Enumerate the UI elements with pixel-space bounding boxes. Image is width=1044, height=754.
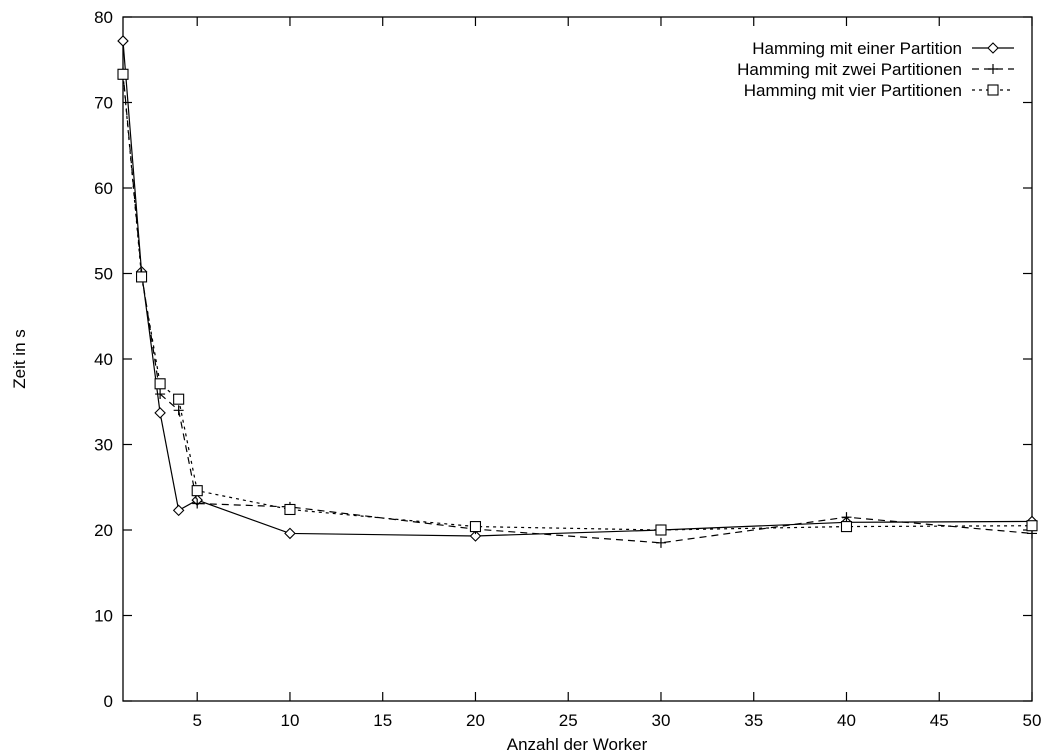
data-point-plus bbox=[173, 405, 184, 416]
data-point-plus bbox=[655, 537, 666, 548]
y-tick-label: 20 bbox=[94, 521, 113, 540]
series-2 bbox=[118, 67, 1037, 548]
legend-label: Hamming mit zwei Partitionen bbox=[737, 60, 962, 79]
data-point-square bbox=[154, 378, 166, 390]
y-tick-label: 0 bbox=[104, 692, 113, 711]
data-point-diamond bbox=[284, 527, 296, 540]
data-point-plus bbox=[988, 64, 998, 74]
data-point-diamond bbox=[117, 35, 129, 47]
legend-label: Hamming mit einer Partition bbox=[752, 39, 962, 58]
x-tick-label: 10 bbox=[280, 711, 299, 730]
data-point-diamond bbox=[154, 407, 166, 419]
y-tick-label: 10 bbox=[94, 607, 113, 626]
x-tick-label: 40 bbox=[837, 711, 856, 730]
data-point-square bbox=[136, 271, 148, 283]
data-point-plus bbox=[155, 389, 166, 400]
data-point-square bbox=[655, 524, 667, 536]
series-line bbox=[122, 40, 1033, 537]
x-axis-title: Anzahl der Worker bbox=[507, 735, 648, 754]
y-axis-title: Zeit in s bbox=[10, 329, 29, 389]
x-axis: 5 10 15 20 25 30 35 40 45 50 bbox=[192, 17, 1041, 730]
y-tick-label: 60 bbox=[94, 179, 113, 198]
data-point-square bbox=[191, 485, 203, 497]
data-point-square bbox=[469, 521, 482, 533]
x-tick-label: 20 bbox=[466, 711, 485, 730]
series-1 bbox=[117, 35, 1038, 542]
series-line bbox=[122, 72, 1033, 544]
legend: Hamming mit einer Partition Hamming mit z… bbox=[737, 39, 1014, 100]
x-tick-label: 25 bbox=[559, 711, 578, 730]
y-tick-label: 50 bbox=[94, 265, 113, 284]
y-tick-label: 70 bbox=[94, 94, 113, 113]
x-tick-label: 35 bbox=[744, 711, 763, 730]
series-layer bbox=[117, 35, 1038, 548]
y-tick-label: 80 bbox=[94, 8, 113, 27]
series-3 bbox=[117, 68, 1038, 536]
y-tick-label: 30 bbox=[94, 436, 113, 455]
data-point-plus bbox=[841, 512, 852, 523]
y-tick-label: 40 bbox=[94, 350, 113, 369]
legend-label: Hamming mit vier Partitionen bbox=[744, 81, 962, 100]
data-point-square bbox=[173, 393, 185, 405]
data-point-diamond bbox=[469, 530, 482, 542]
x-tick-label: 30 bbox=[652, 711, 671, 730]
y-axis: 0 10 20 30 40 50 60 70 80 bbox=[94, 8, 1032, 711]
data-point-square bbox=[987, 84, 999, 96]
x-tick-label: 50 bbox=[1023, 711, 1042, 730]
series-line bbox=[122, 74, 1033, 531]
data-point-square bbox=[284, 503, 296, 516]
x-tick-label: 15 bbox=[373, 711, 392, 730]
data-point-square bbox=[1026, 520, 1038, 532]
plot-frame bbox=[122, 16, 1033, 702]
data-point-diamond bbox=[987, 42, 999, 54]
x-tick-label: 5 bbox=[192, 711, 201, 730]
data-point-square bbox=[117, 68, 129, 80]
data-point-square bbox=[840, 521, 853, 533]
data-point-diamond bbox=[172, 504, 185, 517]
x-tick-label: 45 bbox=[930, 711, 949, 730]
data-point-plus bbox=[192, 498, 203, 509]
